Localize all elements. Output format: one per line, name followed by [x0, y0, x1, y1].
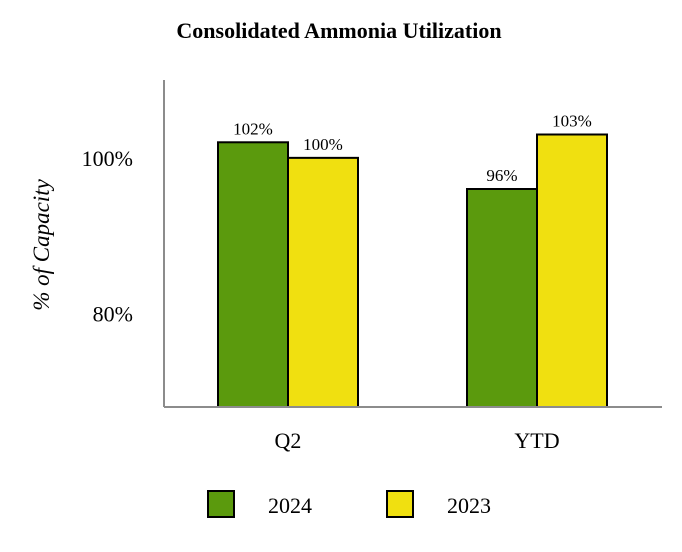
y-tick-label: 100%: [82, 146, 133, 171]
x-category-label: YTD: [514, 428, 559, 453]
data-label: 103%: [552, 112, 592, 131]
y-tick-label: 80%: [93, 302, 133, 327]
legend-swatch-2023: [386, 490, 414, 518]
bar-2024-ytd: [466, 188, 538, 408]
legend-label: 2023: [447, 493, 491, 518]
bar-2023-q2: [287, 156, 359, 408]
data-label: 96%: [486, 166, 517, 185]
bar-2024-q2: [217, 141, 289, 409]
bar-2023-ytd: [536, 133, 608, 408]
legend-swatch-2024: [207, 490, 235, 518]
data-label: 102%: [233, 119, 273, 138]
x-category-label: Q2: [275, 428, 302, 453]
data-label: 100%: [303, 135, 343, 154]
y-axis-label: % of Capacity: [29, 178, 54, 310]
legend-label: 2024: [268, 493, 312, 518]
chart-title: Consolidated Ammonia Utilization: [176, 18, 501, 43]
